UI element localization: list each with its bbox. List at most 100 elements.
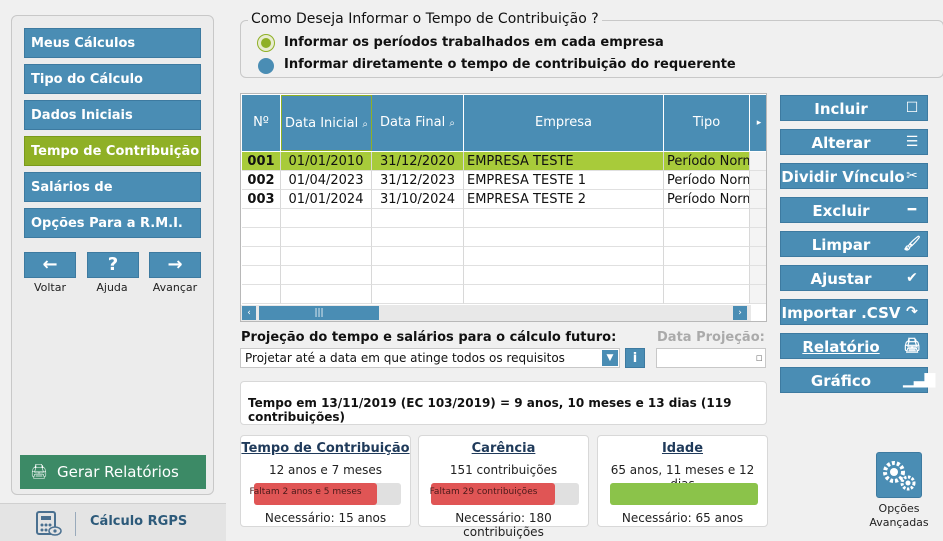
advanced-options-button[interactable] xyxy=(876,452,922,498)
table-cell[interactable]: Período Normal xyxy=(664,152,750,171)
empty-table-cell[interactable] xyxy=(664,247,750,266)
card-carencia-title[interactable]: Carência xyxy=(471,441,536,456)
arrow-right-icon: → xyxy=(167,254,183,275)
card-carencia-value: 151 contribuições xyxy=(449,463,558,477)
empty-table-cell[interactable] xyxy=(281,247,372,266)
help-button[interactable]: ? xyxy=(87,252,139,278)
chevron-down-icon[interactable]: ▼ xyxy=(602,350,618,366)
limpar-button[interactable]: Limpar 🖌 xyxy=(780,231,928,257)
table-cell[interactable]: EMPRESA TESTE xyxy=(464,152,664,171)
minus-icon: ━ xyxy=(907,202,917,218)
card-tempo-needed: Necessário: 15 anos xyxy=(264,511,387,525)
projection-label: Projeção do tempo e salários para o cálc… xyxy=(241,330,617,345)
empty-table-cell[interactable] xyxy=(242,285,281,304)
row-scroll-gutter xyxy=(750,266,766,285)
nav-salarios-contribuicao[interactable]: Salários de Contribuição xyxy=(24,172,201,225)
table-cell[interactable]: EMPRESA TESTE 1 xyxy=(464,171,664,190)
projection-date-input[interactable]: ▫ xyxy=(656,348,766,368)
empty-table-cell[interactable] xyxy=(372,209,464,228)
radio-option-direct[interactable] xyxy=(258,58,274,74)
calendar-icon[interactable]: ▫ xyxy=(755,351,763,364)
excluir-button[interactable]: Excluir ━ xyxy=(780,197,928,223)
col-header-numero[interactable]: Nº xyxy=(242,95,281,151)
gears-icon xyxy=(883,461,916,491)
empty-table-cell[interactable] xyxy=(242,247,281,266)
row-scroll-gutter xyxy=(750,152,766,171)
empty-table-cell[interactable] xyxy=(464,266,664,285)
row-scroll-gutter xyxy=(750,247,766,266)
nav-tipo-calculo[interactable]: Tipo do Cálculo xyxy=(24,64,201,94)
app-footer: Cálculo RGPS xyxy=(0,503,226,541)
empty-table-cell[interactable] xyxy=(242,209,281,228)
table-cell[interactable]: 31/10/2024 xyxy=(372,190,464,209)
horizontal-scrollbar[interactable]: ‹ ||| › xyxy=(241,305,751,321)
radio-option-periods[interactable] xyxy=(258,35,274,51)
table-cell[interactable]: 001 xyxy=(242,152,281,171)
card-carencia-needed: Necessário: 180 contribuições xyxy=(455,511,552,539)
back-button[interactable]: ← xyxy=(24,252,76,278)
table-cell[interactable]: 31/12/2023 xyxy=(372,171,464,190)
periods-table[interactable]: Nº Data Inicial ⌕ Data Final ⌕ Empresa T… xyxy=(240,93,767,322)
scroll-right-icon[interactable]: ▸ xyxy=(750,95,766,151)
scroll-left-arrow-icon[interactable]: ‹ xyxy=(242,306,256,320)
empty-table-cell[interactable] xyxy=(664,209,750,228)
dividir-vinculo-button[interactable]: Dividir Vínculo ✂ xyxy=(780,163,928,189)
table-cell[interactable]: 003 xyxy=(242,190,281,209)
projection-select[interactable]: Projetar até a data em que atinge todos … xyxy=(240,348,620,368)
empty-table-cell[interactable] xyxy=(242,266,281,285)
empty-table-cell[interactable] xyxy=(464,228,664,247)
table-cell[interactable]: 01/04/2023 xyxy=(281,171,372,190)
col-header-data-final[interactable]: Data Final ⌕ xyxy=(372,95,464,151)
col-header-data-inicial[interactable]: Data Inicial ⌕ xyxy=(281,95,372,151)
generate-reports-button[interactable]: 🖨 Gerar Relatórios xyxy=(20,455,206,489)
card-tempo-contribuicao: Tempo de Contribuição 12 anos e 7 meses … xyxy=(240,435,411,527)
table-cell[interactable]: EMPRESA TESTE 2 xyxy=(464,190,664,209)
table-cell[interactable]: 31/12/2020 xyxy=(372,152,464,171)
empty-table-cell[interactable] xyxy=(372,247,464,266)
relatorio-button[interactable]: Relatório 🖨 xyxy=(780,333,928,359)
card-idade-needed: Necessário: 65 anos xyxy=(621,511,744,525)
col-header-tipo[interactable]: Tipo xyxy=(664,95,750,151)
next-button[interactable]: → xyxy=(149,252,201,278)
empty-table-cell[interactable] xyxy=(464,285,664,304)
table-cell[interactable]: 01/01/2010 xyxy=(281,152,372,171)
calculator-icon xyxy=(36,511,62,536)
empty-table-cell[interactable] xyxy=(242,228,281,247)
nav-meus-calculos[interactable]: Meus Cálculos xyxy=(24,28,201,58)
grafico-button[interactable]: Gráfico ▁▃▇ xyxy=(780,367,935,393)
scroll-right-arrow-icon[interactable]: › xyxy=(733,306,747,320)
radio-option-direct-label[interactable]: Informar diretamente o tempo de contribu… xyxy=(284,57,736,72)
empty-table-cell[interactable] xyxy=(372,266,464,285)
col-header-empresa[interactable]: Empresa xyxy=(464,95,664,151)
contribution-mode-legend: Como Deseja Informar o Tempo de Contribu… xyxy=(248,11,602,27)
importar-csv-button[interactable]: Importar .CSV ↷ xyxy=(780,299,928,325)
empty-table-cell[interactable] xyxy=(464,209,664,228)
empty-table-cell[interactable] xyxy=(281,228,372,247)
empty-table-cell[interactable] xyxy=(664,266,750,285)
card-idade-title[interactable]: Idade xyxy=(661,441,704,456)
row-scroll-gutter xyxy=(750,228,766,247)
ajustar-button[interactable]: Ajustar ✔ xyxy=(780,265,928,291)
table-cell[interactable]: Período Normal xyxy=(664,171,750,190)
empty-table-cell[interactable] xyxy=(664,285,750,304)
nav-dados-iniciais[interactable]: Dados Iniciais xyxy=(24,100,201,130)
card-tempo-title[interactable]: Tempo de Contribuição xyxy=(241,441,410,456)
empty-table-cell[interactable] xyxy=(372,285,464,304)
scroll-thumb[interactable]: ||| xyxy=(259,306,379,320)
empty-table-cell[interactable] xyxy=(464,247,664,266)
alterar-button[interactable]: Alterar ☰ xyxy=(780,129,928,155)
empty-table-cell[interactable] xyxy=(281,285,372,304)
table-cell[interactable]: 002 xyxy=(242,171,281,190)
empty-table-cell[interactable] xyxy=(664,228,750,247)
empty-table-cell[interactable] xyxy=(281,266,372,285)
empty-table-cell[interactable] xyxy=(281,209,372,228)
table-cell[interactable]: 01/01/2024 xyxy=(281,190,372,209)
card-carencia-progress-fill xyxy=(431,483,556,505)
incluir-button[interactable]: Incluir ☐ xyxy=(780,95,928,121)
table-cell[interactable]: Período Normal xyxy=(664,190,750,209)
info-button[interactable]: i xyxy=(625,348,645,368)
nav-opcoes-rmi[interactable]: Opções Para a R.M.I. xyxy=(24,208,201,238)
empty-table-cell[interactable] xyxy=(372,228,464,247)
nav-tempo-contribuicao[interactable]: Tempo de Contribuição xyxy=(24,136,201,166)
radio-option-periods-label[interactable]: Informar os períodos trabalhados em cada… xyxy=(284,35,664,50)
